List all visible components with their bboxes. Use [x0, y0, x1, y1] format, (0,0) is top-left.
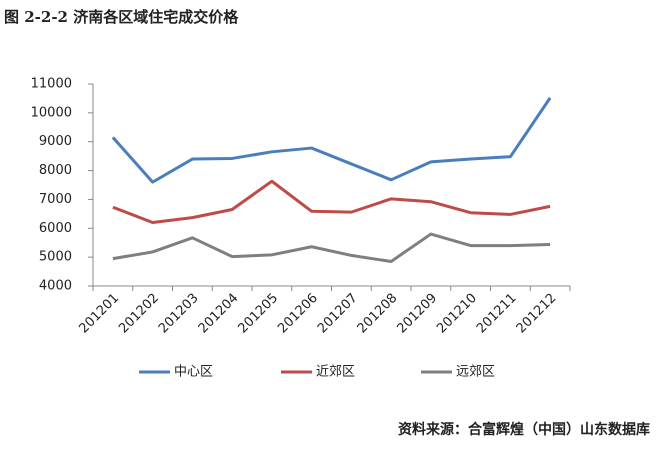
series-line [111, 97, 552, 184]
y-tick-label: 9000 [39, 134, 72, 149]
y-tick-label: 4000 [39, 279, 72, 294]
chart-title: 图 2-2-2 济南各区域住宅成交价格 [4, 8, 239, 26]
source-note: 资料来源：合富辉煌（中国）山东数据库 [398, 421, 650, 438]
y-tick-label: 8000 [39, 163, 72, 178]
y-tick-label: 11000 [31, 77, 72, 92]
y-tick-label: 5000 [39, 250, 72, 265]
y-tick-label: 10000 [31, 105, 72, 120]
legend-label: 远郊区 [456, 364, 495, 380]
series-line [112, 179, 551, 225]
y-tick-label: 7000 [39, 192, 72, 207]
legend-label: 中心区 [174, 365, 213, 380]
y-tick-label: 6000 [39, 221, 72, 236]
series-line [112, 232, 551, 263]
legend-label: 近郊区 [316, 364, 355, 380]
